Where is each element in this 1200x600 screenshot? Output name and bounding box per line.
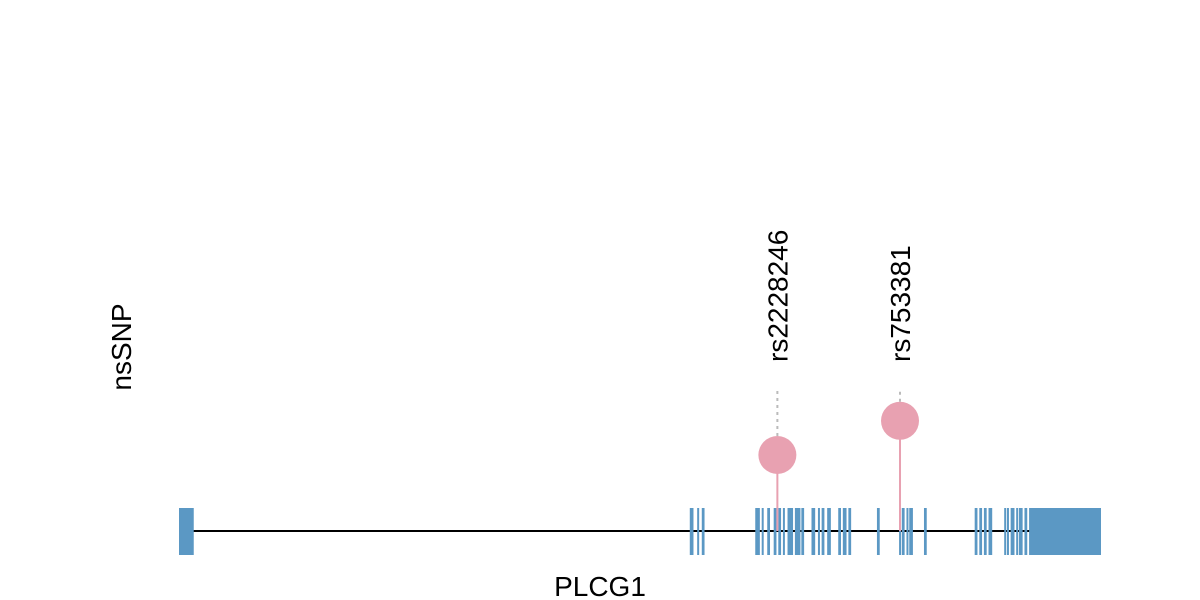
snp-label-rs2228246: rs2228246	[762, 230, 793, 362]
track-label: nsSNP	[106, 303, 137, 390]
exon-22	[899, 508, 902, 555]
exon-26	[923, 508, 927, 555]
snp-marker-rs2228246[interactable]	[758, 436, 797, 474]
exon-21	[876, 508, 880, 555]
exon-15	[817, 508, 820, 555]
exon-28	[979, 508, 983, 555]
exon-17	[827, 508, 831, 555]
exon-38	[1029, 508, 1101, 555]
exon-14	[811, 508, 816, 555]
exon-8	[773, 508, 777, 555]
exon-10	[782, 508, 785, 555]
exon-12	[794, 508, 801, 555]
exon-32	[1006, 508, 1009, 555]
exon-23	[901, 508, 905, 555]
exon-group	[179, 508, 1101, 555]
exon-31	[1004, 508, 1007, 555]
exon-6	[761, 508, 764, 555]
exon-37	[1024, 508, 1028, 555]
exon-1	[179, 508, 194, 555]
exon-30	[988, 508, 993, 555]
exon-24	[906, 508, 909, 555]
snp-marker-rs753381[interactable]	[881, 401, 920, 440]
snp-label-rs753381: rs753381	[885, 245, 916, 362]
exon-11	[787, 508, 794, 555]
exon-16	[821, 508, 825, 555]
exon-29	[983, 508, 987, 555]
snp-group: rs2228246 rs753381	[758, 230, 920, 531]
exon-4	[701, 508, 705, 555]
exon-25	[909, 508, 913, 555]
exon-27	[974, 508, 978, 555]
exon-18	[838, 508, 841, 555]
exon-5	[755, 508, 760, 555]
exon-2	[689, 508, 694, 555]
exon-20	[848, 508, 852, 555]
exon-33	[1010, 508, 1013, 555]
exon-3	[697, 508, 700, 555]
exon-7	[767, 508, 771, 555]
exon-13	[801, 508, 805, 555]
exon-36	[1018, 508, 1023, 555]
exon-9	[778, 508, 782, 555]
exon-19	[842, 508, 847, 555]
exon-35	[1016, 508, 1019, 555]
gene-name-label: PLCG1	[554, 571, 646, 600]
exon-34	[1012, 508, 1015, 555]
